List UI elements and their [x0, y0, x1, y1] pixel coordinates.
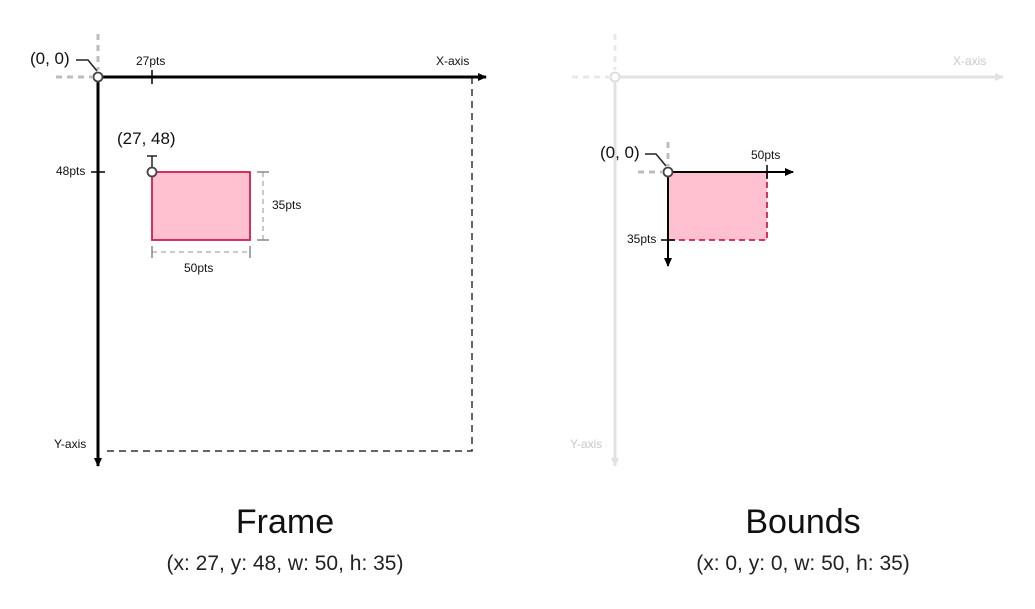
frame-panel	[56, 34, 487, 467]
bounds-title: Bounds	[745, 503, 861, 541]
bounds-panel	[572, 34, 1004, 467]
frame-superview-boundary	[104, 77, 473, 452]
frame-rect-origin-marker	[146, 166, 158, 178]
bounds-origin-marker	[662, 166, 674, 178]
frame-origin-marker	[92, 71, 104, 83]
bounds-height-label: 35pts	[627, 232, 657, 246]
bounds-faded-x-axis-label: X-axis	[953, 54, 987, 68]
frame-height-label: 35pts	[272, 198, 302, 212]
bounds-rect-dashed-edges	[668, 172, 768, 241]
frame-subtitle: (x: 27, y: 48, w: 50, h: 35)	[166, 552, 404, 575]
frame-origin-leader	[76, 59, 98, 72]
frame-x-axis-label: X-axis	[436, 54, 470, 68]
bounds-view-rect	[668, 172, 767, 240]
frame-x-offset-label: 27pts	[136, 54, 166, 68]
frame-title: Frame	[235, 503, 335, 541]
frame-width-label: 50pts	[184, 261, 214, 275]
bounds-subtitle: (x: 0, y: 0, w: 50, h: 35)	[696, 552, 910, 575]
bounds-faded-origin-marker	[609, 71, 621, 83]
frame-y-axis-label: Y-axis	[54, 437, 87, 451]
bounds-width-label: 50pts	[751, 148, 781, 162]
frame-view-rect	[151, 171, 251, 241]
bounds-origin-leader	[645, 153, 667, 167]
frame-origin-label: (0, 0)	[30, 49, 70, 68]
bounds-faded-y-axis-label: Y-axis	[570, 437, 603, 451]
frame-y-offset-label: 48pts	[56, 164, 86, 178]
frame-rect-origin-label: (27, 48)	[117, 129, 176, 148]
bounds-origin-label: (0, 0)	[600, 143, 640, 162]
